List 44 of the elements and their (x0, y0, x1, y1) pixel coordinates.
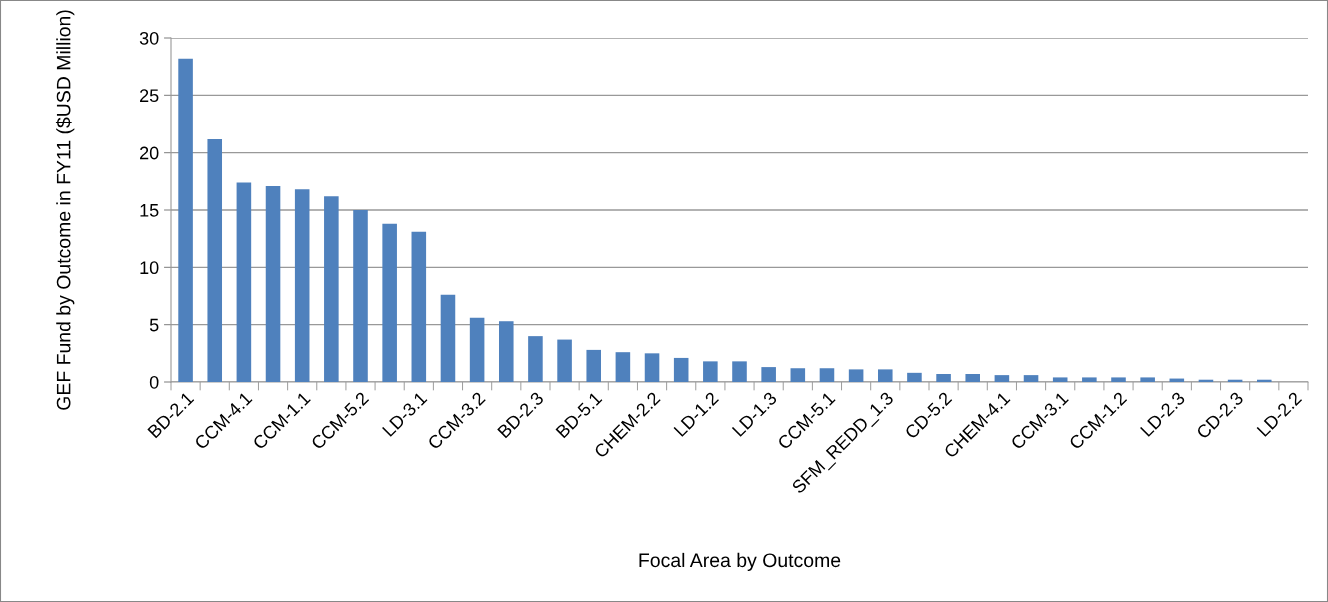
y-tick-label: 30 (139, 31, 159, 45)
bar (1256, 379, 1272, 382)
bar (353, 210, 368, 382)
bar (732, 361, 747, 382)
bar (324, 196, 339, 382)
y-tick-label: 10 (140, 261, 159, 275)
bar (586, 349, 602, 382)
bar (994, 375, 1010, 382)
bar (382, 223, 397, 382)
bar (1052, 377, 1068, 382)
y-axis-title: GEF Fund by Outcome in FY11 ($USD Million) (55, 10, 75, 410)
bar (236, 182, 252, 382)
y-tick-label: 25 (140, 89, 159, 103)
bar (1140, 377, 1155, 382)
bar (207, 138, 223, 382)
bar (907, 372, 922, 382)
x-axis-title: Focal Area by Outcome (639, 552, 841, 571)
bar (761, 367, 776, 382)
bar (498, 321, 514, 382)
bar (1111, 377, 1126, 382)
bar (644, 353, 660, 382)
bar (557, 339, 572, 382)
bar (936, 373, 951, 382)
bar (1082, 377, 1097, 382)
bar (848, 369, 864, 382)
bar (1023, 375, 1039, 382)
bar (528, 336, 543, 382)
y-tick-label: 15 (140, 204, 159, 217)
bar (877, 369, 893, 382)
bar (615, 352, 631, 382)
y-tick-label: 20 (140, 146, 159, 160)
bar (440, 294, 456, 382)
y-tick-label: 5 (149, 318, 159, 332)
bar (790, 368, 806, 382)
bar (965, 373, 981, 382)
bar (294, 189, 310, 382)
bar (819, 368, 835, 382)
bar (178, 58, 193, 382)
bar (411, 231, 427, 382)
bar (265, 185, 281, 382)
bar (673, 357, 689, 382)
bar (469, 317, 485, 382)
y-tick-label: 0 (149, 375, 159, 389)
bar (703, 361, 718, 382)
